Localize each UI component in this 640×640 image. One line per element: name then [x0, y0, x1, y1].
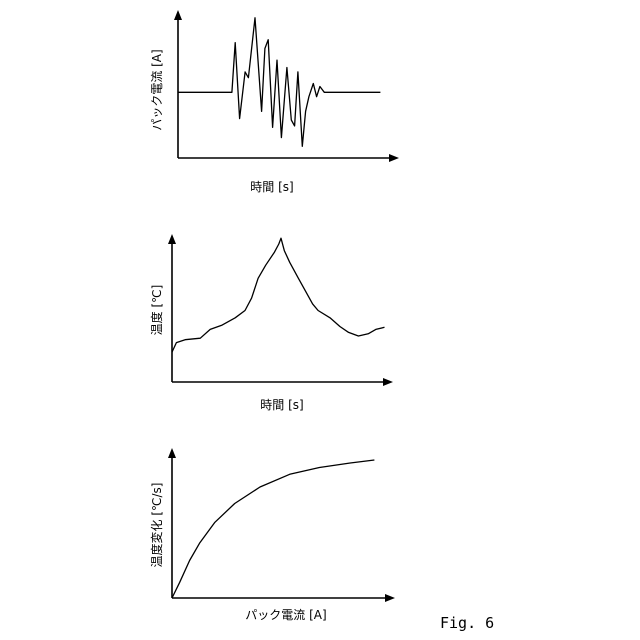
temperature-change-line [172, 460, 374, 598]
x-axis-arrowhead [385, 594, 395, 602]
y-axis-label: 温度 [℃] [149, 285, 164, 336]
x-axis-label: 時間 [s] [250, 180, 293, 194]
x-axis-arrowhead [383, 378, 393, 386]
x-axis-label: 時間 [s] [260, 398, 303, 412]
y-axis-arrowhead [168, 234, 176, 244]
figure-label: Fig. 6 [440, 614, 494, 632]
chart-temperature-vs-time: 温度 [℃] 時間 [s] [149, 234, 393, 412]
x-axis-label: パック電流 [A] [245, 608, 326, 622]
temperature-line [172, 238, 385, 352]
y-axis-arrowhead [174, 10, 182, 20]
y-axis-label: 温度変化 [℃/s] [149, 483, 164, 568]
pack-current-line [178, 18, 380, 147]
x-axis-arrowhead [389, 154, 399, 162]
chart-temperature-change-vs-pack-current: 温度変化 [℃/s] パック電流 [A] [149, 448, 395, 622]
y-axis-label: パック電流 [A] [150, 49, 164, 130]
chart-pack-current-vs-time: パック電流 [A] 時間 [s] [150, 10, 399, 194]
y-axis-arrowhead [168, 448, 176, 458]
